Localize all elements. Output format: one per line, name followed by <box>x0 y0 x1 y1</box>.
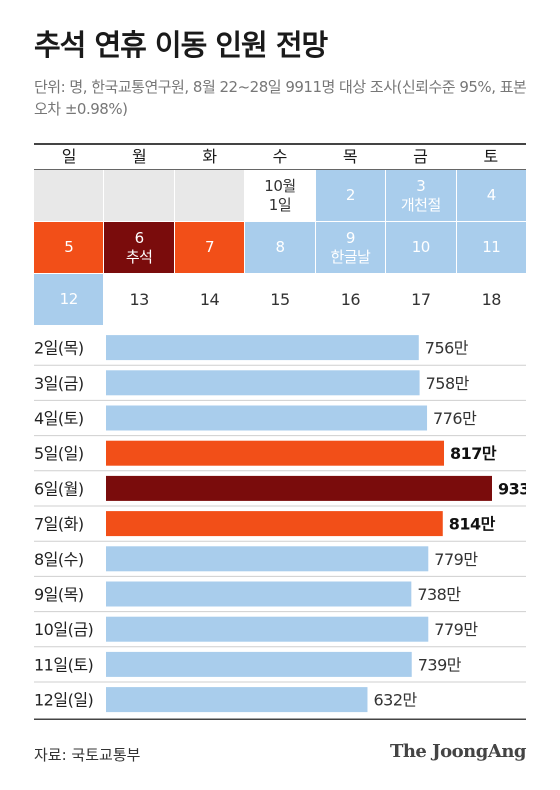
day-number: 4 <box>486 186 497 204</box>
holiday-label: 한글날 <box>330 247 371 266</box>
day-number: 10 <box>411 238 431 256</box>
calendar-day-cell: 6 추석 <box>104 222 175 274</box>
category-label: 8일(수) <box>34 550 84 569</box>
category-label: 6일(월) <box>34 479 84 498</box>
holiday-label: 개천절 <box>400 195 441 214</box>
calendar-day-cell: 12 <box>34 274 105 326</box>
value-label: 758만 <box>426 374 470 393</box>
calendar-week-row: 10월 1일 2 3 개천절 4 <box>34 170 526 222</box>
calendar-day-cell: 15 <box>245 274 316 326</box>
publisher-logo: The JoongAng <box>389 741 527 762</box>
calendar-day-cell: 13 <box>104 274 175 326</box>
value-label: 817만 <box>450 444 497 463</box>
value-label: 933만 <box>498 479 526 498</box>
calendar-week-row: 12 13 14 15 16 17 18 <box>34 274 526 326</box>
bar <box>106 651 412 677</box>
category-label: 5일(일) <box>34 444 84 463</box>
category-label: 11일(토) <box>34 655 93 674</box>
day-number: 5 <box>64 238 74 256</box>
day-number: 6 <box>134 228 145 247</box>
bar <box>106 687 368 713</box>
category-label: 7일(화) <box>34 515 84 534</box>
calendar-week-row: 5 6 추석 7 8 9 한글날 10 11 <box>34 222 526 274</box>
category-label: 12일(일) <box>34 691 93 710</box>
calendar-day-cell <box>34 170 105 222</box>
holiday-label: 1일 <box>268 195 292 214</box>
day-number: 2 <box>345 186 356 204</box>
calendar-day-cell: 3 개천절 <box>386 170 457 222</box>
bar <box>106 581 412 607</box>
weekday-wed: 수 <box>272 147 288 166</box>
calendar-day-cell: 8 <box>245 222 316 274</box>
weekday-sat: 토 <box>483 147 499 166</box>
weekday-thu: 목 <box>342 147 358 166</box>
day-number: 8 <box>275 238 285 256</box>
day-number: 12 <box>59 290 79 308</box>
category-label: 10일(금) <box>34 620 93 639</box>
value-label: 814만 <box>449 515 496 534</box>
bar <box>106 335 419 361</box>
bar <box>106 616 429 642</box>
calendar-day-cell: 14 <box>174 274 246 326</box>
calendar-day-cell: 18 <box>456 274 526 326</box>
calendar-day-cell: 17 <box>386 274 457 326</box>
calendar-weekday-header: 일 월 화 수 목 금 토 <box>34 143 526 170</box>
chart-title: 추석 연휴 이동 인원 전망 <box>34 28 328 62</box>
value-label: 779만 <box>434 620 478 639</box>
calendar-day-cell: 16 <box>315 274 387 326</box>
value-label: 632만 <box>373 691 417 710</box>
category-label: 2일(목) <box>34 339 84 358</box>
bar <box>106 546 429 572</box>
weekday-sun: 일 <box>61 147 77 166</box>
day-number: 13 <box>129 290 149 309</box>
day-number: 14 <box>199 290 220 309</box>
day-number: 11 <box>482 238 501 256</box>
travel-volume-bar-chart: 2일(목) 756만 3일(금) 758만 4일(토) 776만 5일(일) 817만 6일(월… <box>34 335 526 720</box>
calendar-day-cell: 9 한글날 <box>315 222 387 274</box>
value-label: 779만 <box>434 550 478 569</box>
calendar-day-cell: 5 <box>34 222 105 274</box>
day-number: 17 <box>411 290 431 309</box>
calendar-day-cell: 7 <box>174 222 246 274</box>
category-label: 9일(목) <box>34 585 84 604</box>
category-label: 4일(토) <box>34 409 84 428</box>
day-number: 7 <box>205 238 215 256</box>
day-number: 3 <box>416 176 426 195</box>
bar <box>106 440 445 466</box>
weekday-fri: 금 <box>413 147 428 166</box>
value-label: 776만 <box>433 409 477 428</box>
calendar-day-cell: 4 <box>456 170 526 222</box>
bar <box>106 405 428 431</box>
day-number: 10월 <box>264 176 296 195</box>
bar <box>106 370 420 396</box>
holiday-calendar: 일 월 화 수 목 금 토 10월 1일 2 3 개천절 4 5 6 추석 7 8 9 한글날 10 11 1… <box>34 143 526 326</box>
calendar-day-cell <box>174 170 246 222</box>
source-note: 자료: 국토교통부 <box>34 746 141 764</box>
chart-subtitle: 단위: 명, 한국교통연구원, 8월 22~28일 9911명 대상 조사(신뢰… <box>34 78 527 118</box>
day-number: 16 <box>340 290 361 309</box>
calendar-day-cell: 11 <box>456 222 526 274</box>
day-number: 15 <box>270 290 290 309</box>
value-label: 756만 <box>425 339 469 358</box>
calendar-day-cell <box>104 170 175 222</box>
bar <box>106 511 443 537</box>
calendar-day-cell: 2 <box>315 170 387 222</box>
weekday-mon: 월 <box>132 147 147 166</box>
holiday-label: 추석 <box>125 247 153 266</box>
calendar-day-cell: 10 <box>386 222 457 274</box>
value-label: 739만 <box>418 655 462 674</box>
bar <box>106 475 492 501</box>
day-number: 18 <box>481 290 502 309</box>
calendar-body: 10월 1일 2 3 개천절 4 5 6 추석 7 8 9 한글날 10 11 12 13 14 15 16 17 18 <box>34 170 526 326</box>
category-label: 3일(금) <box>34 374 84 393</box>
value-label: 738만 <box>417 585 461 604</box>
calendar-day-cell: 10월 1일 <box>245 170 316 222</box>
day-number: 9 <box>345 228 356 247</box>
weekday-tue: 화 <box>202 147 218 166</box>
